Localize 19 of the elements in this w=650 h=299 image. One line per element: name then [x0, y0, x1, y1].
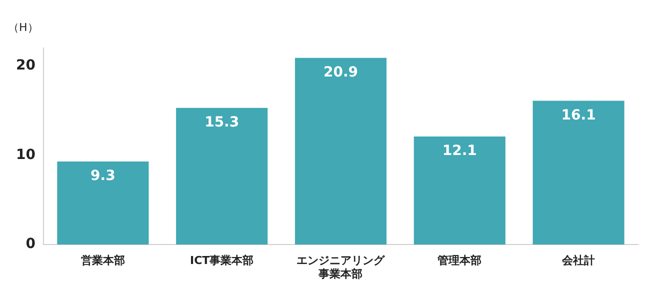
bar: [176, 108, 268, 245]
data-label: 15.3: [204, 114, 240, 131]
bar: [414, 136, 506, 245]
bar: [532, 100, 624, 245]
x-tick-label: 管理本部: [436, 254, 482, 268]
y-tick-label: 0: [26, 236, 36, 252]
x-tick-label: エンジニアリング事業本部: [296, 254, 386, 280]
data-label: 12.1: [442, 143, 477, 160]
y-tick-label: 20: [16, 58, 36, 74]
bar: [294, 58, 387, 245]
x-tick-label: ICT事業本部: [190, 254, 254, 268]
y-axis-title: （H）: [8, 20, 38, 34]
data-label: 9.3: [90, 168, 116, 184]
data-label: 16.1: [561, 107, 596, 124]
x-tick-label: 営業本部: [80, 254, 125, 268]
data-label: 20.9: [323, 64, 358, 80]
bar: [57, 161, 149, 245]
x-tick-label: 会社計: [561, 254, 596, 268]
y-tick-label: 10: [16, 146, 36, 163]
